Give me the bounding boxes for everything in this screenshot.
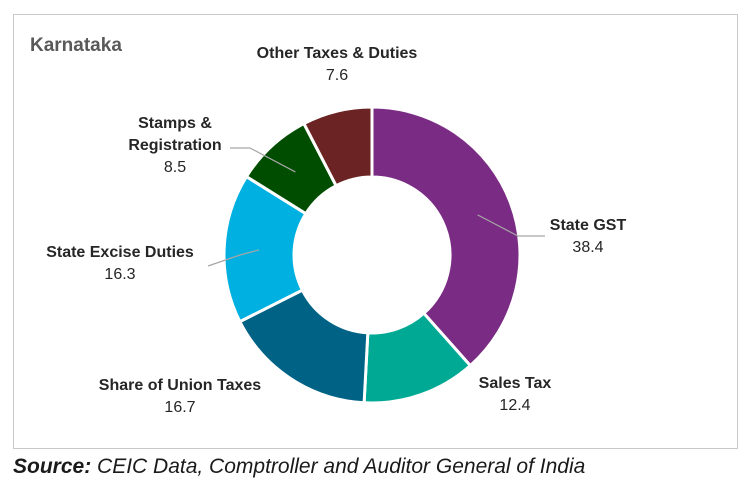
slice-value-share-of-union-taxes: 16.7 — [164, 399, 195, 416]
slice-label-share-of-union-taxes: Share of Union Taxes — [99, 377, 262, 394]
slice-label-other-taxes-duties: Other Taxes & Duties — [257, 45, 418, 62]
slice-other-taxes-duties — [301, 105, 374, 188]
slice-label-sales-tax: Sales Tax — [479, 375, 552, 392]
leader-line-state-gst — [477, 214, 545, 237]
leader-line-state-excise-duties — [207, 249, 260, 267]
source-text: CEIC Data, Comptroller and Auditor Gener… — [91, 455, 586, 478]
slice-state-gst — [370, 105, 522, 368]
donut-slices — [222, 105, 522, 405]
leader-lines — [207, 147, 545, 267]
slice-value-stamps-registration: 8.5 — [164, 159, 186, 176]
slice-label-stamps-registration-line1: Stamps & — [138, 115, 212, 132]
slice-label-stamps-registration-line2: Registration — [128, 137, 221, 154]
source-note: Source: CEIC Data, Comptroller and Audit… — [13, 455, 585, 479]
slice-label-state-gst: State GST — [550, 217, 627, 234]
chart-title: Karnataka — [30, 35, 122, 56]
slice-value-other-taxes-duties: 7.6 — [326, 67, 348, 84]
donut-chart: State GST 38.4 Sales Tax 12.4 Share of Union… — [46, 45, 626, 416]
leader-line-stamps-registration — [230, 147, 296, 173]
slice-labels: State GST 38.4 Sales Tax 12.4 Share of Union… — [46, 45, 626, 416]
slice-value-sales-tax: 12.4 — [499, 397, 530, 414]
slice-value-state-gst: 38.4 — [572, 239, 603, 256]
slice-value-state-excise-duties: 16.3 — [104, 266, 135, 283]
slice-label-state-excise-duties: State Excise Duties — [46, 244, 194, 261]
source-prefix: Source: — [13, 455, 92, 478]
